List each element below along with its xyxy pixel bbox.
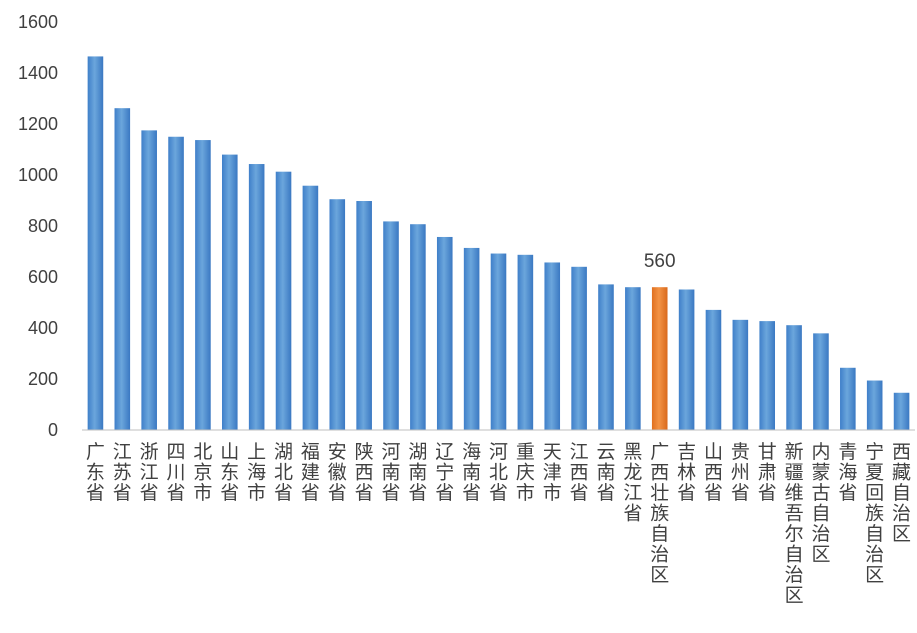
bar: [248, 164, 265, 430]
x-tick-label: 安徽省: [328, 441, 347, 504]
bar: [490, 253, 507, 430]
x-tick-label: 上海市: [247, 441, 266, 504]
x-tick-label: 山东省: [220, 441, 239, 504]
bar: [275, 171, 292, 430]
bar: [517, 254, 534, 430]
x-tick-label: 海南省: [462, 441, 481, 504]
bar: [221, 154, 238, 430]
x-tick-label: 云南省: [596, 441, 615, 504]
bar: [141, 130, 157, 430]
x-tick-label: 江西省: [570, 441, 589, 504]
x-tick-label: 湖南省: [408, 441, 427, 504]
y-tick-label: 1200: [18, 114, 58, 134]
bar: [893, 392, 910, 430]
bar: [114, 108, 131, 430]
y-tick-label: 1400: [18, 63, 58, 83]
x-axis-labels: 广东省江苏省浙江省四川省北京市山东省上海市湖北省福建省安徽省陕西省河南省湖南省辽…: [86, 441, 911, 607]
x-tick-label: 吉林省: [677, 441, 696, 504]
y-tick-label: 400: [28, 318, 58, 338]
bar: [383, 221, 399, 430]
x-tick-label: 陕西省: [355, 441, 374, 504]
x-tick-label: 内蒙古自治区: [811, 441, 830, 566]
data-label: 560: [644, 251, 676, 272]
bar: [705, 309, 722, 430]
x-tick-label: 广西壮族自治区: [650, 441, 669, 586]
x-tick-label: 福建省: [301, 441, 320, 504]
bar: [463, 247, 480, 430]
bar: [571, 266, 587, 430]
y-tick-label: 0: [48, 420, 58, 440]
bar: [195, 140, 211, 430]
x-tick-label: 辽宁省: [435, 441, 454, 504]
x-tick-label: 四川省: [167, 441, 186, 504]
x-tick-label: 广东省: [86, 441, 105, 504]
bar: [329, 199, 346, 430]
bars: [87, 56, 910, 431]
x-tick-label: 山西省: [704, 441, 723, 504]
x-tick-label: 西藏自治区: [892, 441, 911, 545]
y-tick-label: 200: [28, 369, 58, 389]
x-tick-label: 青海省: [838, 441, 857, 504]
bar-highlight: [651, 287, 668, 430]
x-tick-label: 甘肃省: [758, 441, 777, 504]
y-tick-label: 1600: [18, 12, 58, 32]
x-tick-label: 重庆市: [516, 441, 535, 504]
x-tick-label: 河北省: [489, 441, 508, 504]
bar: [544, 262, 561, 430]
x-tick-label: 湖北省: [274, 441, 293, 504]
y-tick-label: 1000: [18, 165, 58, 185]
bar: [813, 333, 829, 430]
x-tick-label: 浙江省: [140, 441, 159, 504]
bar: [168, 136, 184, 430]
bar: [866, 380, 883, 430]
y-tick-label: 600: [28, 267, 58, 287]
data-labels: 560: [644, 251, 676, 272]
bar: [436, 236, 453, 430]
x-tick-label: 河南省: [382, 441, 401, 504]
bar: [759, 321, 776, 430]
bar: [678, 289, 695, 430]
x-tick-label: 北京市: [193, 441, 212, 504]
bar: [732, 319, 749, 430]
bar: [840, 367, 856, 430]
x-tick-label: 江苏省: [113, 441, 132, 504]
x-tick-label: 黑龙江省: [623, 441, 642, 525]
bar: [87, 56, 104, 431]
x-tick-label: 新疆维吾尔自治区: [785, 441, 804, 607]
y-tick-label: 800: [28, 216, 58, 236]
bar: [786, 325, 802, 430]
bar: [356, 201, 372, 430]
bar: [625, 287, 641, 430]
bar: [302, 185, 319, 430]
bar: [598, 284, 614, 430]
x-tick-label: 天津市: [543, 441, 562, 504]
y-axis-labels: 0 200 400 600 800 1000 1200 1400 1600: [18, 12, 58, 440]
x-tick-label: 贵州省: [731, 441, 750, 504]
bar: [410, 224, 426, 430]
x-tick-label: 宁夏回族自治区: [865, 441, 884, 586]
